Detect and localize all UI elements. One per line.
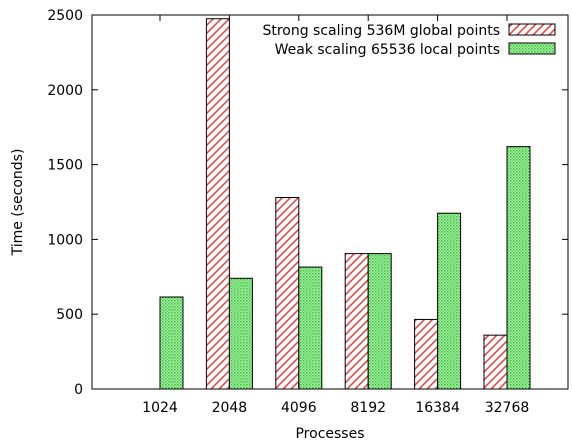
bar-weak-scaling: [159, 296, 184, 390]
bar-weak-scaling: [506, 146, 531, 390]
bar-weak-scaling: [298, 266, 323, 390]
y-axis-title: Time (seconds): [10, 149, 26, 257]
bar-strong-scaling: [205, 18, 230, 390]
y-tick-label: 1000: [47, 232, 83, 248]
bar-strong-scaling: [275, 197, 300, 390]
bar-weak-scaling: [367, 253, 392, 390]
bar-strong-scaling: [344, 253, 369, 390]
y-tick-label: 0: [74, 382, 83, 398]
y-tick-label: 500: [56, 307, 83, 323]
bar-strong-scaling: [483, 334, 508, 390]
y-tick-label: 2500: [47, 8, 83, 24]
legend: Strong scaling 536M global points Weak sc…: [262, 23, 556, 58]
y-axis: 0 500 1000 1500 2000 2500: [47, 8, 568, 398]
x-tick-label: 1024: [142, 400, 178, 416]
bar-weak-scaling: [228, 277, 253, 390]
legend-swatch: [508, 23, 556, 36]
y-tick-label: 1500: [47, 158, 83, 174]
x-tick-label: 32768: [485, 400, 530, 416]
legend-swatch: [508, 42, 556, 55]
x-axis: 1024 2048 4096 8192 16384 32768: [142, 15, 529, 416]
legend-label: Strong scaling 536M global points: [262, 23, 500, 39]
x-axis-title: Processes: [295, 426, 364, 442]
x-tick-label: 2048: [212, 400, 248, 416]
x-tick-label: 4096: [281, 400, 317, 416]
plot-frame: [91, 14, 569, 390]
bar-strong-scaling: [414, 318, 439, 390]
y-tick-label: 2000: [47, 83, 83, 99]
x-tick-label: 8192: [350, 400, 386, 416]
legend-label: Weak scaling 65536 local points: [275, 42, 500, 58]
bars: [159, 18, 531, 390]
x-tick-label: 16384: [415, 400, 460, 416]
bar-weak-scaling: [437, 212, 462, 390]
